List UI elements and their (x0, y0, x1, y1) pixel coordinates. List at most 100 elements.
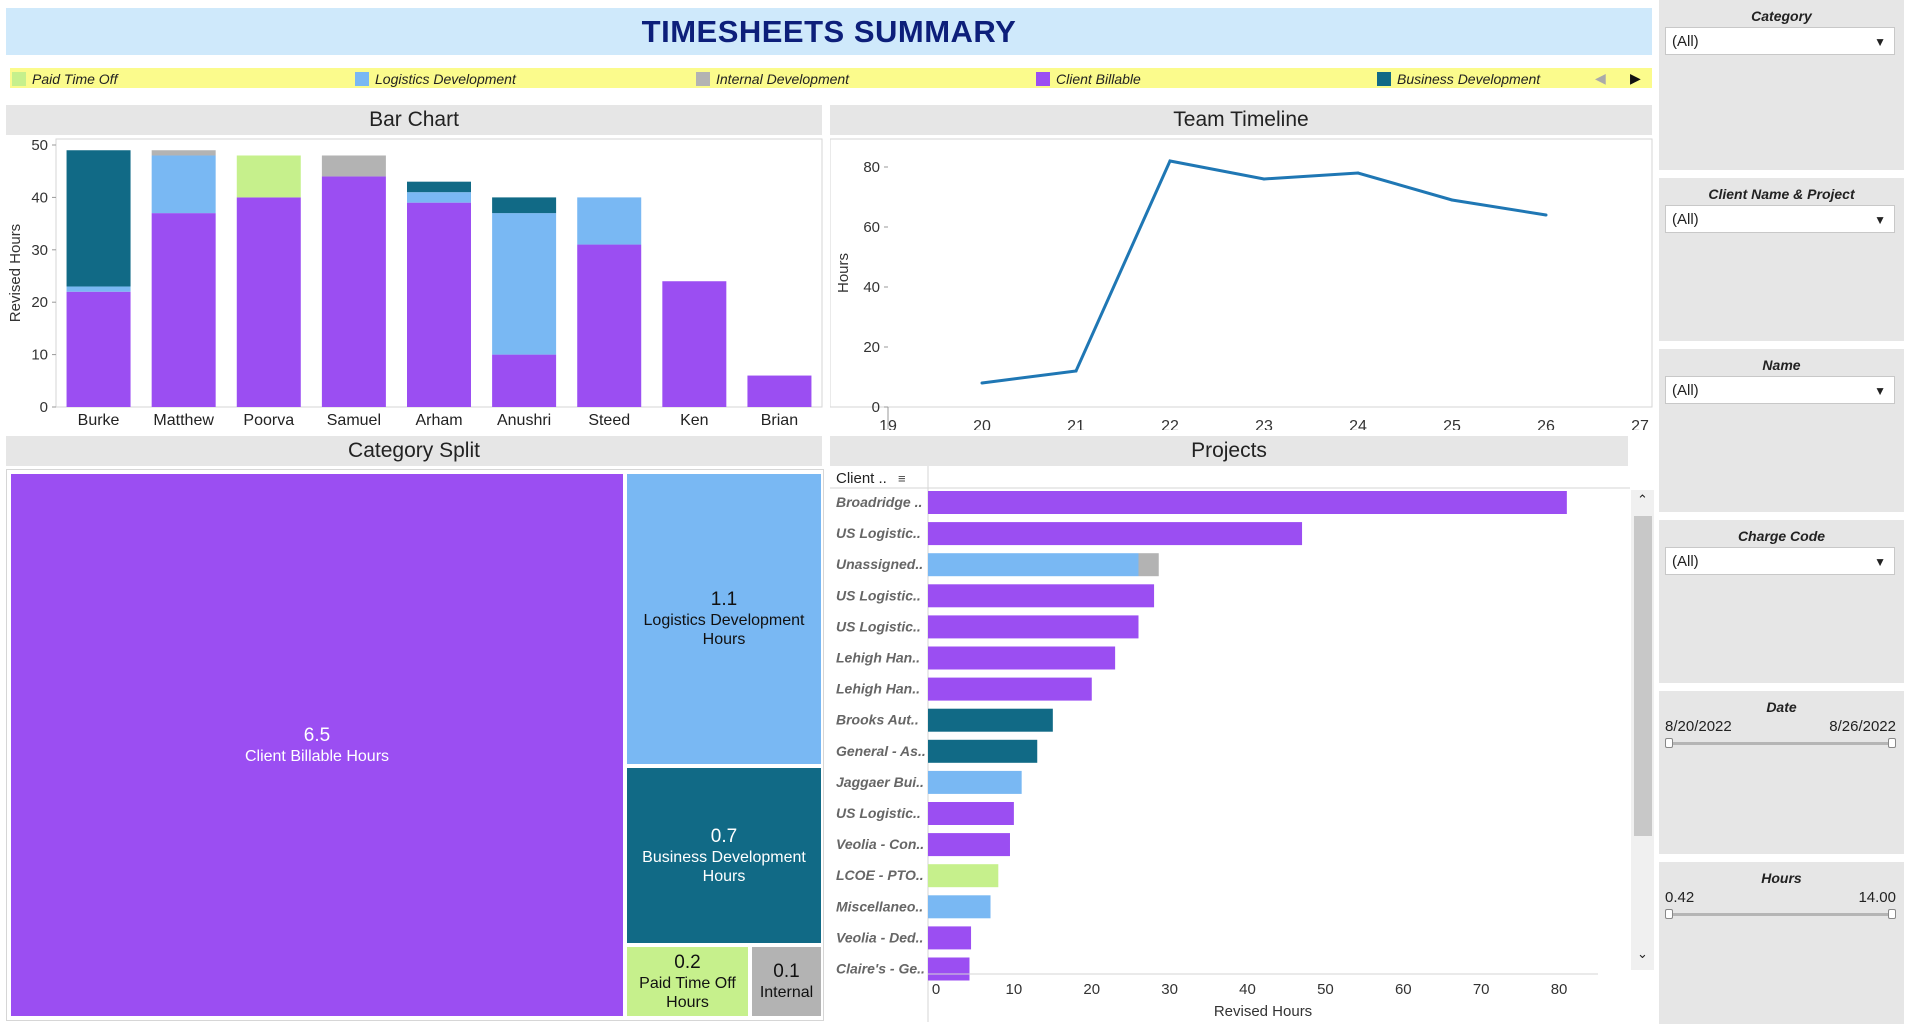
y-axis-label: Hours (835, 253, 852, 293)
project-bar-segment (928, 833, 1010, 857)
date-slider-handle-start[interactable] (1665, 738, 1673, 748)
dropdown-value: (All) (1672, 553, 1699, 570)
color-legend: Paid Time Off Logistics Development Inte… (10, 68, 1652, 88)
treemap-cell-logistics-development[interactable]: 1.1 Logistics Development Hours (625, 472, 823, 766)
x-tick-label: 19 (879, 418, 897, 430)
bar-segment (321, 155, 386, 177)
treemap-cell-client-billable[interactable]: 6.5 Client Billable Hours (9, 472, 625, 1018)
row-label: Lehigh Han.. (836, 650, 920, 666)
dashboard-title-bar: TIMESHEETS SUMMARY (6, 8, 1652, 55)
project-bar-segment (928, 615, 1139, 639)
chevron-down-icon[interactable]: ▼ (1874, 35, 1886, 49)
x-tick-label: 25 (1443, 418, 1461, 430)
date-slider-handle-end[interactable] (1888, 738, 1896, 748)
x-tick-label: Ken (680, 412, 708, 429)
row-label: US Logistic.. (836, 805, 921, 821)
legend-item-internal-development[interactable]: Internal Development (696, 71, 849, 87)
project-bar-segment (928, 802, 1014, 825)
project-bar-segment (928, 677, 1092, 701)
projects-scrollbar[interactable]: ⌃ ⌄ (1631, 490, 1654, 970)
triangle-left-icon[interactable]: ◀ (1595, 70, 1606, 86)
line-point (1168, 159, 1172, 163)
row-label: Broadridge .. (836, 494, 922, 510)
y-tick-label: 20 (863, 339, 880, 356)
legend-swatch (1377, 72, 1391, 86)
x-tick-label: 24 (1349, 418, 1367, 430)
date-slider-track[interactable] (1667, 742, 1895, 745)
x-tick-label: Anushri (497, 412, 551, 429)
scroll-down-icon[interactable]: ⌄ (1637, 946, 1648, 961)
legend-label: Logistics Development (375, 71, 516, 87)
row-label: US Logistic.. (836, 587, 921, 603)
bar-segment (492, 354, 557, 407)
projects-chart: Client .. ≡ Broadridge .. US Logistic.. Unas… (830, 466, 1630, 1022)
chevron-down-icon[interactable]: ▼ (1874, 213, 1886, 227)
y-tick-label: 20 (31, 294, 48, 311)
chevron-down-icon[interactable]: ▼ (1874, 384, 1886, 398)
row-label: Unassigned.. (836, 556, 923, 572)
y-tick-label: 0 (40, 399, 48, 416)
hours-slider-handle-min[interactable] (1665, 909, 1673, 919)
bar-segment (407, 202, 471, 407)
bar-segment (492, 213, 557, 355)
x-tick-label: 10 (1006, 981, 1023, 998)
row-label: Miscellaneo.. (836, 898, 923, 914)
row-label: US Logistic.. (836, 618, 921, 634)
x-tick-label: 80 (1551, 981, 1568, 998)
charge-code-dropdown[interactable]: (All) ▼ (1665, 547, 1895, 575)
filter-title: Hours (1761, 870, 1802, 886)
treemap-label: Client Billable Hours (244, 747, 390, 765)
bar-segment (151, 150, 216, 156)
x-tick-label: Arham (415, 412, 462, 429)
x-tick-label: 0 (932, 981, 940, 998)
project-bar-segment (928, 957, 970, 981)
scroll-up-icon[interactable]: ⌃ (1637, 492, 1648, 507)
y-axis-label: Revised Hours (7, 224, 24, 322)
project-bar-segment (928, 864, 999, 888)
client-project-dropdown[interactable]: (All) ▼ (1665, 205, 1895, 233)
bar-segment (151, 213, 216, 407)
scroll-thumb[interactable] (1634, 516, 1652, 836)
x-tick-label: 21 (1067, 418, 1085, 430)
category-split-treemap: 6.5 Client Billable Hours 1.1 Logistics … (6, 469, 824, 1021)
treemap-label: Business Development Hours (642, 848, 806, 885)
treemap-cell-internal[interactable]: 0.1 Internal (750, 945, 823, 1018)
legend-item-business-development[interactable]: Business Development (1377, 71, 1540, 87)
bar-segment (747, 375, 812, 407)
x-tick-label: Steed (588, 412, 630, 429)
treemap-value: 0.7 (710, 825, 738, 847)
filter-hours: Hours 0.42 14.00 (1659, 862, 1904, 1024)
project-bar-segment (928, 770, 1022, 794)
filter-title: Name (1762, 357, 1801, 373)
treemap-value: 0.1 (773, 961, 800, 982)
filter-date: Date 8/20/2022 8/26/2022 (1659, 691, 1904, 854)
legend-label: Business Development (1397, 71, 1541, 87)
triangle-right-icon[interactable]: ▶ (1630, 70, 1641, 86)
filter-title: Date (1766, 699, 1797, 715)
x-tick-label: 50 (1317, 981, 1334, 998)
x-tick-label: 26 (1537, 418, 1555, 430)
treemap-cell-paid-time-off[interactable]: 0.2 Paid Time Off Hours (625, 945, 750, 1018)
chevron-down-icon[interactable]: ▼ (1874, 555, 1886, 569)
legend-item-logistics-development[interactable]: Logistics Development (355, 71, 516, 87)
y-tick-label: 30 (31, 242, 48, 259)
project-bar-segment (928, 926, 972, 950)
y-tick-label: 40 (31, 189, 48, 206)
legend-item-client-billable[interactable]: Client Billable (1036, 71, 1141, 87)
bar-segment (66, 291, 131, 407)
filter-title: Charge Code (1737, 528, 1826, 544)
legend-item-paid-time-off[interactable]: Paid Time Off (12, 71, 117, 87)
bar-chart: 0 10 20 30 40 50 Revised Hours Burke Matthew Poor… (7, 137, 823, 429)
category-dropdown[interactable]: (All) ▼ (1665, 27, 1895, 55)
x-tick-label: 20 (973, 418, 991, 430)
dropdown-value: (All) (1672, 33, 1699, 50)
bar-segment (236, 155, 301, 198)
row-label: US Logistic.. (836, 525, 921, 541)
name-dropdown[interactable]: (All) ▼ (1665, 376, 1895, 404)
hours-slider-handle-max[interactable] (1888, 909, 1896, 919)
treemap-cell-business-development[interactable]: 0.7 Business Development Hours (625, 766, 823, 945)
y-tick-label: 0 (872, 399, 880, 416)
column-header-bg (830, 466, 928, 488)
hours-slider-track[interactable] (1667, 913, 1895, 916)
y-tick-label: 10 (31, 347, 48, 364)
